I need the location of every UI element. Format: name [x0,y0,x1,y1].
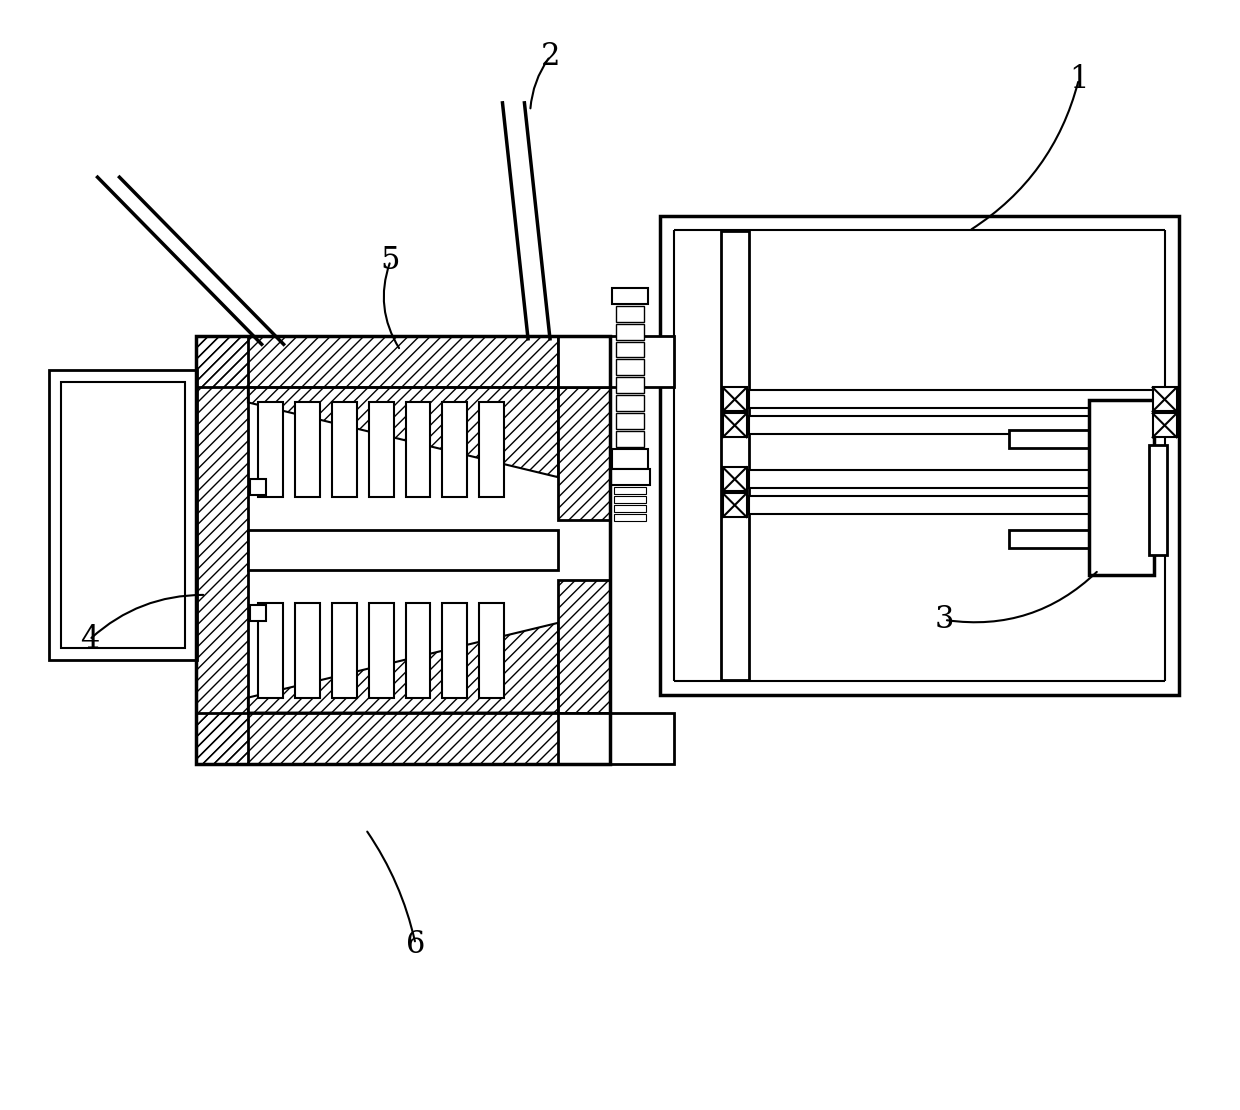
Bar [660,215,1178,695]
Bar [613,287,649,304]
Text: 3: 3 [935,604,954,635]
Bar [616,432,644,447]
Bar [248,387,558,713]
Bar [258,403,283,497]
Bar [723,387,746,412]
Bar [50,371,197,659]
Bar [1009,431,1089,448]
Text: 6: 6 [405,929,425,959]
Bar [558,335,610,521]
Bar [1153,387,1177,412]
Bar [614,496,646,503]
Bar [405,403,430,497]
Bar [368,603,393,698]
Bar [749,416,1164,434]
Bar [616,305,644,322]
Bar [248,531,558,569]
Text: 1: 1 [1069,63,1089,94]
Bar [720,231,749,679]
Bar [196,335,610,765]
Bar [614,487,646,494]
Bar [1153,413,1177,437]
Bar [723,467,746,491]
Bar [196,713,610,765]
Bar [62,383,185,648]
Bar [250,480,265,495]
Bar [295,403,320,497]
Bar [443,603,467,698]
Bar [258,603,283,698]
Bar [332,603,357,698]
Bar [616,324,644,340]
Bar [616,395,644,412]
Bar [616,413,644,430]
Bar [616,377,644,393]
Bar [558,713,673,765]
Bar [368,403,393,497]
Bar [480,603,505,698]
Text: 4: 4 [79,624,99,655]
Bar [749,496,1164,514]
Bar [1009,531,1089,548]
Bar [332,403,357,497]
Bar [196,335,248,765]
Bar [295,603,320,698]
Bar [616,342,644,357]
Bar [1089,401,1153,575]
Bar [749,391,1164,408]
Bar [480,403,505,497]
Bar [558,579,610,713]
Bar [614,505,646,512]
Text: 5: 5 [381,245,401,276]
Bar [196,335,610,387]
Bar [723,413,746,437]
Bar [613,450,649,470]
Bar [616,360,644,375]
Bar [443,403,467,497]
Bar [1148,445,1167,555]
Bar [723,493,746,517]
Bar [749,471,1164,488]
Bar [614,514,646,521]
Bar [405,603,430,698]
Bar [250,605,265,620]
Bar [610,470,650,485]
Bar [558,335,673,387]
Text: 2: 2 [541,41,560,72]
